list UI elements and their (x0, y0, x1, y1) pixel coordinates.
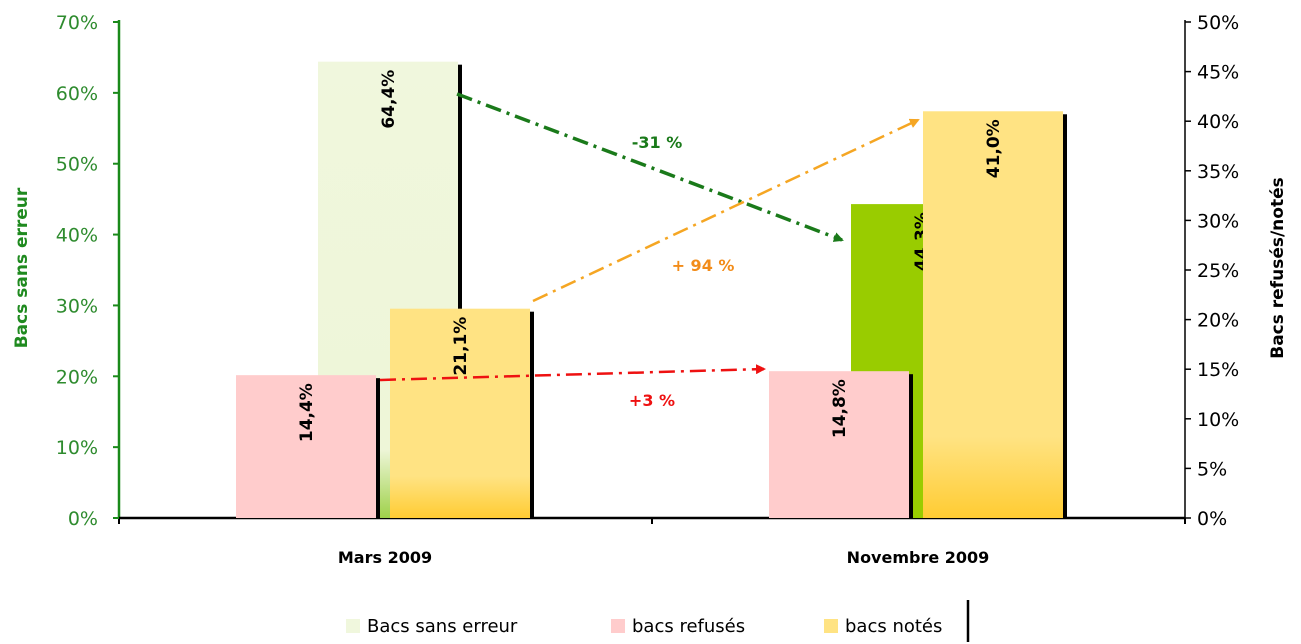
legend-label-notes: bacs notés (845, 616, 942, 637)
left-tick-label: 10% (56, 437, 98, 459)
bar-sans-erreur-edge (458, 64, 462, 519)
annotation-refuses: +3 % (629, 391, 675, 410)
bar-notes (390, 308, 530, 518)
right-tick-label: 0% (1197, 508, 1227, 530)
right-tick-label: 25% (1197, 260, 1239, 282)
trend-arrow-notes (532, 118, 920, 303)
trend-arrow-sans-erreur (456, 92, 844, 242)
left-tick-label: 60% (56, 83, 98, 105)
left-tick-label: 40% (56, 225, 98, 247)
bar-label-sans-erreur: 64,4% (379, 70, 399, 129)
left-tick-label: 50% (56, 154, 98, 176)
left-axis-title: Bacs sans erreur (12, 187, 32, 348)
right-tick-label: 30% (1197, 210, 1239, 232)
left-tick-label: 20% (56, 366, 98, 388)
bar-notes-edge (1063, 114, 1067, 518)
left-tick-label: 30% (56, 295, 98, 317)
right-tick-label: 20% (1197, 310, 1239, 332)
bars: 64,4%14,4%21,1%44,3%14,8%41,0% (236, 61, 1067, 519)
trend-arrow-refuses (379, 364, 766, 382)
legend-label-sans-erreur: Bacs sans erreur (367, 616, 518, 637)
right-tick-label: 5% (1197, 458, 1227, 480)
annotation-notes: + 94 % (672, 256, 735, 275)
right-tick-label: 50% (1197, 12, 1239, 34)
right-tick-label: 10% (1197, 409, 1239, 431)
bar-refuses (769, 371, 909, 518)
bar-refuses-edge (909, 374, 913, 518)
legend-swatch-sans-erreur (346, 619, 360, 633)
bar-label-refuses: 14,8% (830, 379, 850, 438)
left-tick-label: 70% (56, 12, 98, 34)
right-tick-label: 35% (1197, 161, 1239, 183)
right-tick-label: 15% (1197, 359, 1239, 381)
annotation-sans-erreur: -31 % (632, 133, 683, 152)
legend: Bacs sans erreur bacs refusés bacs notés (346, 600, 970, 642)
bar-label-refuses: 14,4% (297, 383, 317, 442)
legend-swatch-notes (824, 619, 838, 633)
right-tick-label: 45% (1197, 62, 1239, 84)
category-label-mars: Mars 2009 (338, 548, 432, 567)
bar-notes-edge (530, 311, 534, 518)
bar-label-notes: 41,0% (984, 119, 1004, 178)
bar-refuses (236, 375, 376, 518)
legend-label-refuses: bacs refusés (632, 616, 745, 637)
left-tick-label: 0% (68, 508, 98, 530)
bar-label-notes: 21,1% (451, 317, 471, 376)
legend-swatch-refuses (611, 619, 625, 633)
left-axis-ticks: 0% 10% 20% 30% 40% 50% 60% 70% (56, 12, 119, 530)
bar-notes (923, 111, 1063, 518)
right-axis-ticks: 0% 5% 10% 15% 20% 25% 30% 35% 40% 45% 50% (1185, 12, 1239, 530)
right-tick-label: 40% (1197, 111, 1239, 133)
bar-refuses-edge (376, 378, 380, 518)
right-axis-title: Bacs refusés/notés (1268, 177, 1288, 359)
category-label-novembre: Novembre 2009 (847, 548, 990, 567)
